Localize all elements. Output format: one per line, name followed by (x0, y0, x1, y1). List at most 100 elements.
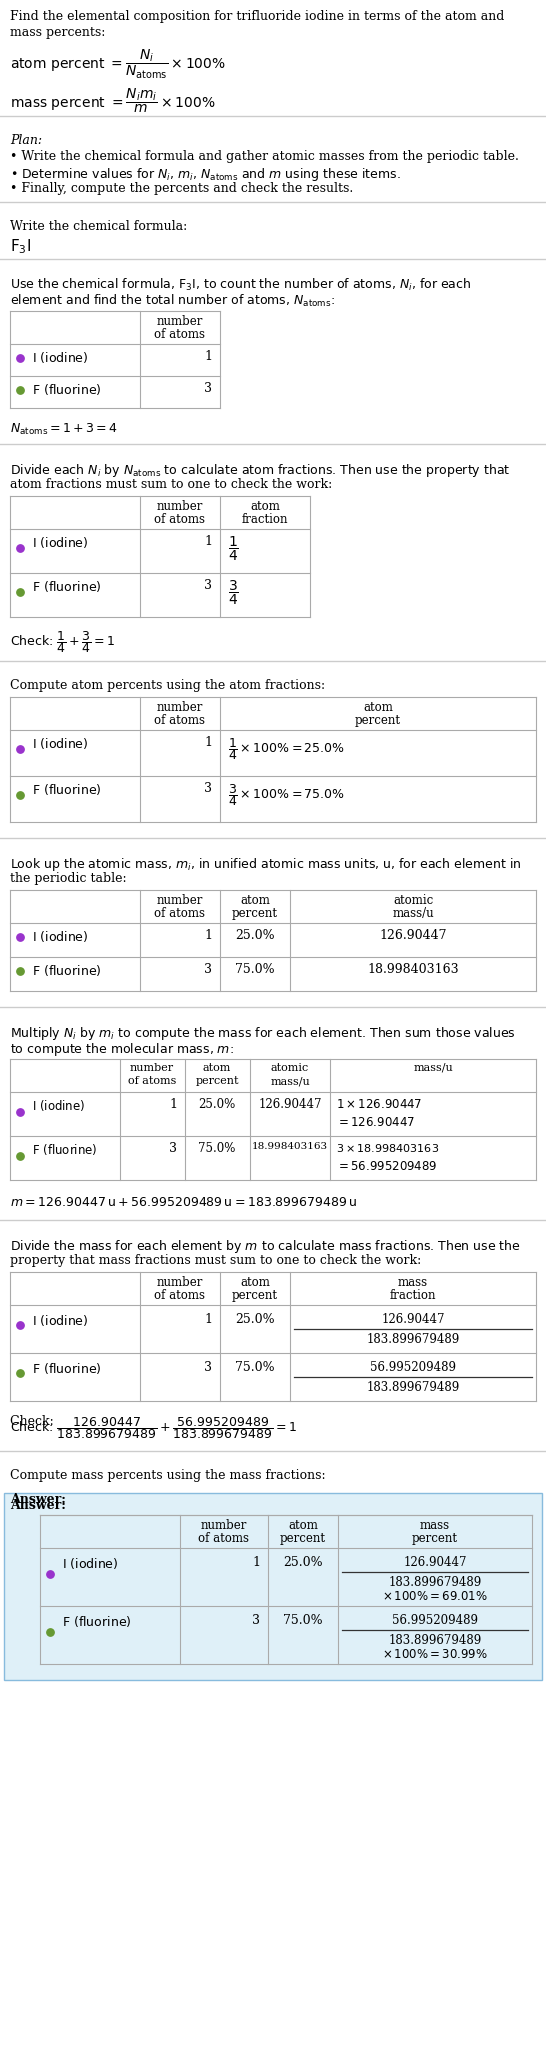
Text: 75.0%: 75.0% (235, 1361, 275, 1373)
Text: $= 56.995209489$: $= 56.995209489$ (336, 1161, 437, 1173)
Text: $1 \times 126.90447$: $1 \times 126.90447$ (336, 1097, 423, 1111)
Text: 25.0%: 25.0% (235, 1313, 275, 1326)
Text: $= 126.90447$: $= 126.90447$ (336, 1116, 415, 1130)
Text: 75.0%: 75.0% (198, 1142, 236, 1155)
Point (16, 532, 25, 565)
Text: Check: $\dfrac{126.90447}{183.899679489} + \dfrac{56.995209489}{183.899679489} =: Check: $\dfrac{126.90447}{183.899679489}… (10, 1415, 297, 1441)
Text: $\dfrac{3}{4}$: $\dfrac{3}{4}$ (228, 579, 239, 608)
Text: atom: atom (240, 1276, 270, 1289)
Text: Answer:: Answer: (10, 1499, 66, 1511)
Point (16, 955, 25, 988)
Text: $\mathrm{I}$ (iodine): $\mathrm{I}$ (iodine) (32, 351, 88, 365)
Text: 3: 3 (204, 781, 212, 796)
Text: to compute the molecular mass, $m$:: to compute the molecular mass, $m$: (10, 1041, 234, 1058)
Text: atom: atom (288, 1520, 318, 1532)
Text: 1: 1 (252, 1557, 260, 1569)
Text: 126.90447: 126.90447 (381, 1313, 445, 1326)
Point (16, 1140, 25, 1173)
Text: $m = 126.90447\,\mathrm{u} + 56.995209489\,\mathrm{u} = 183.899679489\,\mathrm{u: $m = 126.90447\,\mathrm{u} + 56.99520948… (10, 1196, 357, 1208)
Text: $\mathrm{I}$ (iodine): $\mathrm{I}$ (iodine) (32, 534, 88, 551)
Text: 75.0%: 75.0% (283, 1615, 323, 1627)
Text: property that mass fractions must sum to one to check the work:: property that mass fractions must sum to… (10, 1254, 422, 1266)
Text: atomic: atomic (271, 1064, 309, 1072)
Text: 18.998403163: 18.998403163 (252, 1142, 328, 1151)
Text: atom: atom (250, 499, 280, 513)
Text: Plan:: Plan: (10, 134, 42, 146)
Text: $\mathrm{F_3I}$: $\mathrm{F_3I}$ (10, 237, 31, 256)
Text: $\mathrm{I}$ (iodine): $\mathrm{I}$ (iodine) (32, 930, 88, 944)
Text: number: number (157, 701, 203, 713)
Text: fraction: fraction (390, 1289, 436, 1301)
Text: of atoms: of atoms (128, 1076, 176, 1087)
Text: atom: atom (363, 701, 393, 713)
Text: $N_{\mathrm{atoms}} = 1 + 3 = 4$: $N_{\mathrm{atoms}} = 1 + 3 = 4$ (10, 423, 118, 437)
Point (16, 779, 25, 812)
Text: 3: 3 (204, 1361, 212, 1373)
Text: number: number (157, 499, 203, 513)
Text: the periodic table:: the periodic table: (10, 872, 127, 885)
Text: $\mathrm{F}$ (fluorine): $\mathrm{F}$ (fluorine) (32, 1142, 98, 1157)
Text: of atoms: of atoms (199, 1532, 250, 1544)
Text: Check: $\dfrac{1}{4} + \dfrac{3}{4} = 1$: Check: $\dfrac{1}{4} + \dfrac{3}{4} = 1$ (10, 629, 115, 656)
Text: $\mathrm{F}$ (fluorine): $\mathrm{F}$ (fluorine) (32, 1361, 102, 1375)
Text: $\mathrm{F}$ (fluorine): $\mathrm{F}$ (fluorine) (32, 781, 102, 798)
Text: Check:: Check: (10, 1415, 58, 1429)
Text: Divide the mass for each element by $m$ to calculate mass fractions. Then use th: Divide the mass for each element by $m$ … (10, 1237, 521, 1256)
Text: 183.899679489: 183.899679489 (366, 1332, 460, 1346)
Text: 126.90447: 126.90447 (379, 930, 447, 942)
Text: $\mathrm{F}$ (fluorine): $\mathrm{F}$ (fluorine) (32, 579, 102, 594)
Text: • Determine values for $N_i$, $m_i$, $N_{\mathrm{atoms}}$ and $m$ using these it: • Determine values for $N_i$, $m_i$, $N_… (10, 167, 401, 184)
Text: 1: 1 (204, 1313, 212, 1326)
Text: 1: 1 (169, 1097, 177, 1111)
Text: number: number (201, 1520, 247, 1532)
Point (16, 342, 25, 375)
Text: number: number (157, 315, 203, 328)
Text: • Finally, compute the percents and check the results.: • Finally, compute the percents and chec… (10, 181, 353, 196)
Text: percent: percent (355, 713, 401, 728)
Text: $\times\,100\% = 69.01\%$: $\times\,100\% = 69.01\%$ (382, 1590, 488, 1602)
Text: of atoms: of atoms (155, 907, 205, 920)
Point (16, 575, 25, 608)
Text: 1: 1 (204, 534, 212, 548)
Text: • Write the chemical formula and gather atomic masses from the periodic table.: • Write the chemical formula and gather … (10, 151, 519, 163)
Text: Write the chemical formula:: Write the chemical formula: (10, 221, 187, 233)
Text: $3 \times 18.998403163$: $3 \times 18.998403163$ (336, 1142, 439, 1155)
Text: Use the chemical formula, $\mathrm{F_3I}$, to count the number of atoms, $N_i$, : Use the chemical formula, $\mathrm{F_3I}… (10, 276, 471, 293)
Text: of atoms: of atoms (155, 1289, 205, 1301)
Text: atom percent $= \dfrac{N_i}{N_{\mathrm{atoms}}} \times 100\%$: atom percent $= \dfrac{N_i}{N_{\mathrm{a… (10, 47, 226, 80)
Text: $\mathrm{I}$ (iodine): $\mathrm{I}$ (iodine) (62, 1557, 118, 1571)
Text: Find the elemental composition for trifluoride iodine in terms of the atom and: Find the elemental composition for trifl… (10, 10, 505, 23)
Text: percent: percent (232, 907, 278, 920)
Text: mass percent $= \dfrac{N_i m_i}{m} \times 100\%$: mass percent $= \dfrac{N_i m_i}{m} \time… (10, 87, 216, 115)
Text: 56.995209489: 56.995209489 (370, 1361, 456, 1373)
Text: Compute atom percents using the atom fractions:: Compute atom percents using the atom fra… (10, 678, 325, 693)
Text: atom: atom (240, 895, 270, 907)
Text: 3: 3 (169, 1142, 177, 1155)
Text: 183.899679489: 183.899679489 (388, 1575, 482, 1590)
Text: 126.90447: 126.90447 (258, 1097, 322, 1111)
Text: 3: 3 (204, 963, 212, 975)
Text: mass/u: mass/u (413, 1064, 453, 1072)
Text: 25.0%: 25.0% (198, 1097, 236, 1111)
Text: of atoms: of atoms (155, 328, 205, 340)
Text: $\times\,100\% = 30.99\%$: $\times\,100\% = 30.99\%$ (382, 1648, 488, 1662)
Text: 126.90447: 126.90447 (403, 1557, 467, 1569)
Text: atom fractions must sum to one to check the work:: atom fractions must sum to one to check … (10, 478, 333, 491)
Text: mass: mass (398, 1276, 428, 1289)
Text: mass/u: mass/u (270, 1076, 310, 1087)
Point (46, 1557, 55, 1590)
Point (16, 920, 25, 953)
Text: $\mathrm{I}$ (iodine): $\mathrm{I}$ (iodine) (32, 1097, 85, 1113)
Text: 25.0%: 25.0% (235, 930, 275, 942)
Text: 1: 1 (204, 351, 212, 363)
Text: $\dfrac{1}{4}$: $\dfrac{1}{4}$ (228, 534, 239, 563)
Text: Answer:: Answer: (10, 1493, 66, 1505)
Text: $\dfrac{3}{4} \times 100\% = 75.0\%$: $\dfrac{3}{4} \times 100\% = 75.0\%$ (228, 781, 345, 808)
Text: 25.0%: 25.0% (283, 1557, 323, 1569)
Text: Multiply $N_i$ by $m_i$ to compute the mass for each element. Then sum those val: Multiply $N_i$ by $m_i$ to compute the m… (10, 1025, 516, 1041)
Text: 18.998403163: 18.998403163 (367, 963, 459, 975)
Text: $\mathrm{F}$ (fluorine): $\mathrm{F}$ (fluorine) (32, 963, 102, 977)
Text: of atoms: of atoms (155, 513, 205, 526)
Text: 183.899679489: 183.899679489 (388, 1633, 482, 1648)
Point (16, 732, 25, 765)
